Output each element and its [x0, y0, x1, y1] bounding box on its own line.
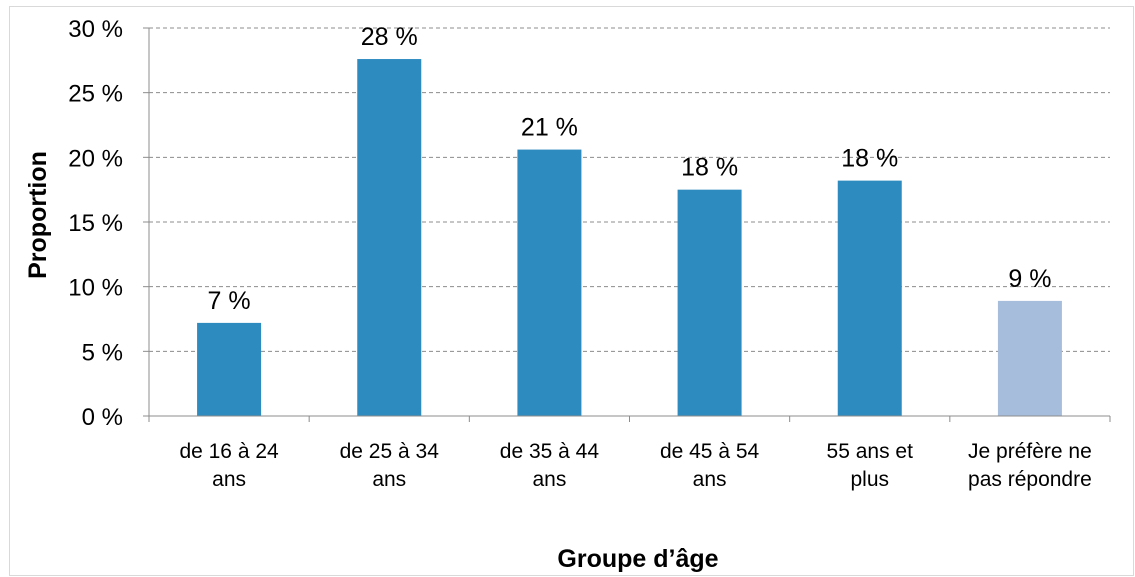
bar [837, 180, 902, 416]
y-tick-label: 30 % [68, 16, 123, 43]
x-tick-label: de 35 à 44 ans [500, 440, 600, 491]
data-label: 9 % [1008, 265, 1051, 293]
data-label: 21 % [521, 114, 578, 142]
data-label: 18 % [841, 145, 898, 173]
y-tick-label: 10 % [68, 275, 123, 302]
y-tick-labels: 0 % 5 % 10 % 15 % 20 % 25 % 30 % [68, 16, 123, 431]
x-tick-labels: de 16 à 24 ans de 25 à 34 ans de 35 à 44 ans d… [179, 440, 1091, 491]
bars [197, 59, 1062, 416]
x-tick-label: de 16 à 24 ans [179, 440, 279, 491]
x-tick-label: Je préfère ne pas répondre [968, 440, 1092, 491]
y-tick-label: 15 % [68, 210, 123, 237]
bar [197, 322, 262, 416]
x-tick-label: 55 ans et plus [827, 440, 914, 491]
y-tick-label: 0 % [82, 404, 123, 431]
bar [677, 189, 742, 416]
y-tick-label: 20 % [68, 145, 123, 172]
axes [143, 27, 1111, 422]
data-label: 18 % [681, 154, 738, 182]
x-tick-label: de 25 à 34 ans [340, 440, 440, 491]
bar [517, 149, 582, 416]
y-tick-label: 5 % [82, 339, 123, 366]
y-axis-title: Proportion [24, 151, 52, 279]
y-tick-label: 25 % [68, 81, 123, 108]
data-label: 28 % [361, 23, 418, 51]
bar [997, 300, 1062, 416]
data-labels: 7 % 28 % 21 % 18 % 18 % 9 % [208, 23, 1052, 315]
data-label: 7 % [208, 287, 251, 315]
x-tick-label: de 45 à 54 ans [660, 440, 760, 491]
gridlines [149, 27, 1110, 352]
x-axis-title: Groupe d’âge [557, 545, 718, 573]
bar [357, 59, 422, 416]
